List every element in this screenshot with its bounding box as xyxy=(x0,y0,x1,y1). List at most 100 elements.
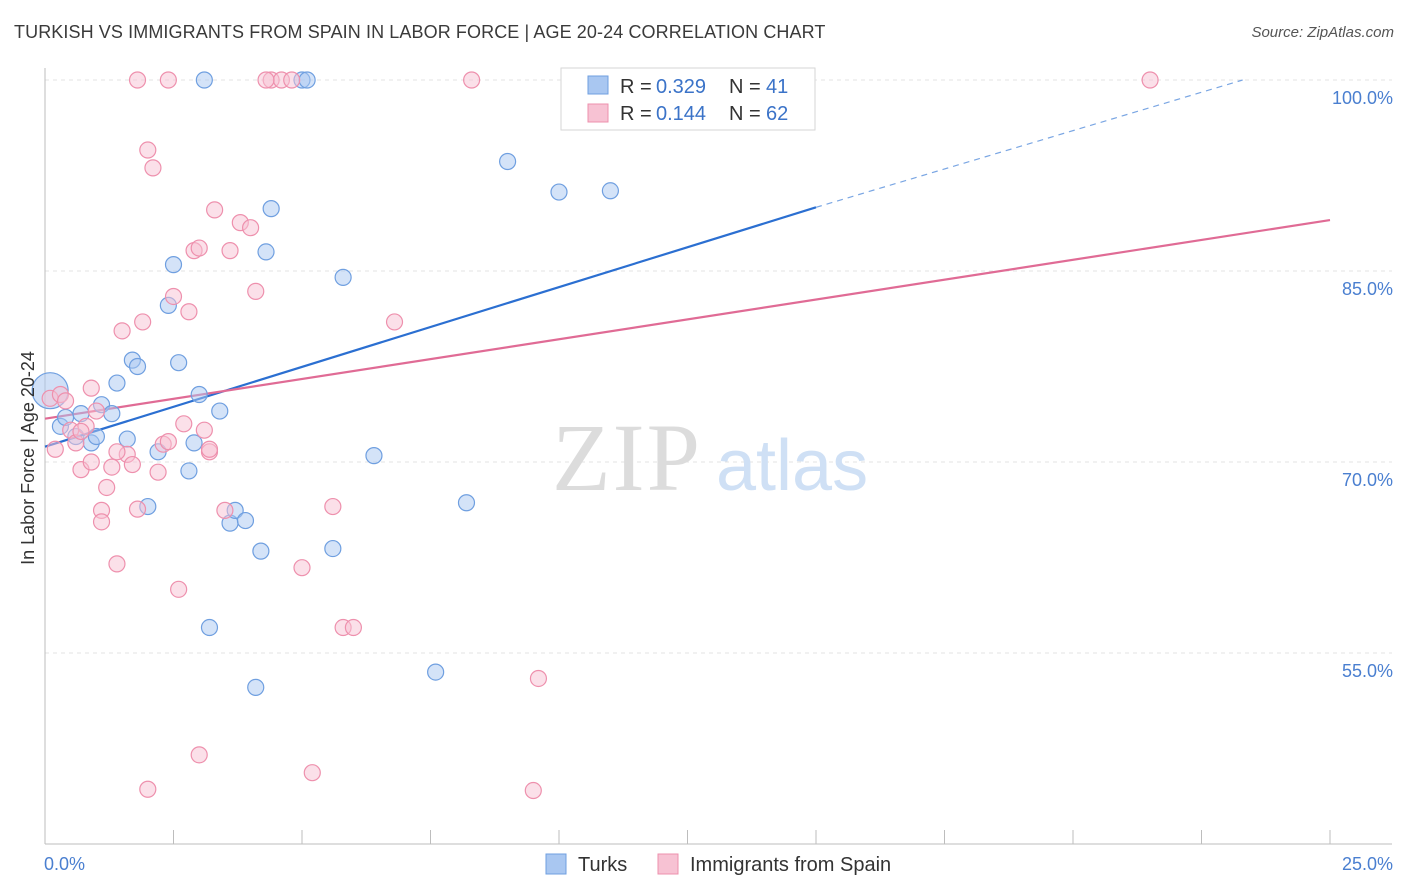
turks-point xyxy=(457,494,476,512)
trend-lines xyxy=(44,79,1331,448)
spain-point xyxy=(139,780,157,798)
legend-box: R = 0.329 N = 41 R = 0.144 N = 62 xyxy=(560,67,816,131)
spain-trend-line xyxy=(44,218,1331,420)
spain-point xyxy=(293,559,311,577)
x-tick-label: 25.0% xyxy=(1342,854,1393,874)
spain-point xyxy=(108,443,126,461)
spain-point xyxy=(139,141,157,159)
watermark: ZIP atlas xyxy=(552,404,868,511)
y-tick-label: 70.0% xyxy=(1342,470,1393,490)
spain-point xyxy=(46,440,64,458)
spain-point xyxy=(303,764,321,782)
spain-point xyxy=(149,463,167,481)
legend-r-label-turks: R = xyxy=(620,76,652,98)
watermark-zip: ZIP xyxy=(552,404,702,511)
spain-point xyxy=(242,219,260,237)
x-tick-label: 0.0% xyxy=(44,854,85,874)
turks-point xyxy=(262,200,280,218)
turks-point xyxy=(324,539,342,558)
legend-n-value-turks: 41 xyxy=(766,76,788,98)
spain-point xyxy=(170,580,188,598)
y-tick-label: 55.0% xyxy=(1342,661,1393,681)
spain-point xyxy=(1141,71,1159,89)
spain-point xyxy=(324,497,342,516)
spain-point xyxy=(128,500,147,518)
spain-point xyxy=(190,746,208,764)
bottom-legend-swatch-spain xyxy=(657,853,679,875)
turks-point xyxy=(601,182,620,200)
spain-point xyxy=(206,201,224,219)
turks-point xyxy=(190,385,208,404)
legend-n-value-spain: 62 xyxy=(766,103,788,125)
spain-point xyxy=(123,455,141,474)
turks-point xyxy=(185,434,203,452)
spain-point xyxy=(344,618,362,637)
spain-point xyxy=(529,669,548,688)
turks-point xyxy=(334,268,352,286)
spain-point xyxy=(82,379,100,397)
spain-point xyxy=(524,781,542,800)
turks-point xyxy=(200,618,219,637)
spain-point xyxy=(283,71,301,89)
spain-point xyxy=(195,421,213,439)
spain-point xyxy=(134,313,152,331)
bottom-legend-swatch-turks xyxy=(545,853,567,875)
gridlines xyxy=(45,79,1392,654)
watermark-atlas: atlas xyxy=(716,426,868,506)
bottom-legend-label-spain: Immigrants from Spain xyxy=(690,854,891,876)
spain-point xyxy=(463,71,481,89)
turks-point xyxy=(236,511,255,530)
bottom-legend-label-turks: Turks xyxy=(578,854,627,876)
spain-point xyxy=(221,242,239,260)
spain-point xyxy=(113,322,131,340)
legend-swatch-turks xyxy=(587,75,609,95)
turks-point xyxy=(247,678,265,696)
legend-n-label-turks: N = xyxy=(729,76,761,98)
spain-point xyxy=(175,415,193,433)
chart-source: Source: ZipAtlas.com xyxy=(1251,24,1394,41)
turks-point xyxy=(298,71,316,89)
turks-point xyxy=(195,71,213,89)
chart-title: TURKISH VS IMMIGRANTS FROM SPAIN IN LABO… xyxy=(14,22,826,42)
turks-point xyxy=(103,405,121,423)
turks-trend-extension xyxy=(815,79,1243,208)
spain-point xyxy=(108,555,126,573)
spain-point xyxy=(92,513,111,531)
turks-point xyxy=(164,256,183,274)
spain-point xyxy=(128,71,147,89)
turks-point xyxy=(252,542,270,560)
turks-point xyxy=(170,354,188,372)
tick-labels: 100.0% 85.0% 70.0% 55.0% 0.0% 25.0% xyxy=(44,88,1393,874)
bottom-legend: Turks Immigrants from Spain xyxy=(545,853,891,876)
legend-r-value-spain: 0.144 xyxy=(656,103,706,125)
spain-point xyxy=(247,282,265,300)
spain-point xyxy=(82,453,100,471)
spain-point xyxy=(144,159,162,177)
turks-point xyxy=(499,152,517,171)
spain-point xyxy=(103,458,121,476)
turks-point xyxy=(365,447,383,465)
spain-point xyxy=(159,433,177,451)
turks-point xyxy=(550,183,568,201)
y-tick-label: 85.0% xyxy=(1342,279,1393,299)
turks-point xyxy=(128,357,147,376)
legend-r-value-turks: 0.329 xyxy=(656,76,706,98)
spain-point xyxy=(216,501,234,519)
turks-point xyxy=(180,462,198,480)
spain-point xyxy=(56,392,75,410)
spain-point xyxy=(98,478,116,497)
turks-trend-line xyxy=(44,206,817,448)
legend-swatch-spain xyxy=(587,103,609,123)
spain-point xyxy=(200,440,219,458)
turks-point xyxy=(427,663,445,681)
turks-point xyxy=(87,427,106,446)
spain-point xyxy=(72,422,90,441)
turks-point xyxy=(257,243,275,261)
legend-n-label-spain: N = xyxy=(729,103,761,125)
data-points xyxy=(31,71,1159,800)
y-tick-label: 100.0% xyxy=(1332,88,1393,108)
axes xyxy=(44,68,1392,845)
spain-point xyxy=(385,313,404,331)
spain-point xyxy=(180,303,198,321)
